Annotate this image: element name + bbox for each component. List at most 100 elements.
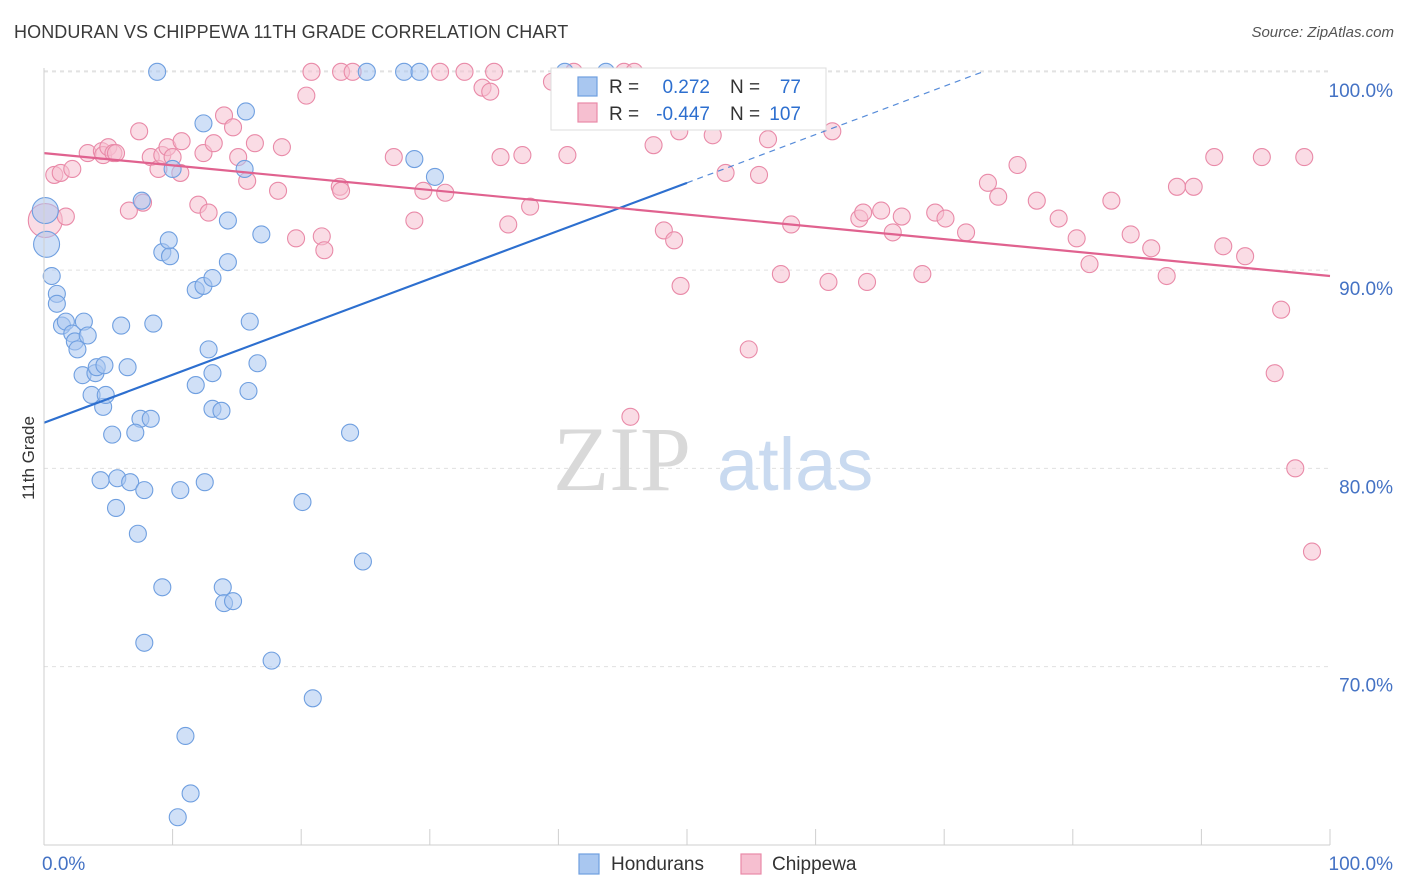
point-chippewa: [332, 181, 351, 200]
point-chippewa: [989, 187, 1008, 206]
point-chippewa: [431, 62, 450, 81]
legend-swatch-hondurans: [578, 853, 600, 875]
point-hondurans: [425, 167, 444, 186]
point-chippewa: [455, 62, 474, 81]
point-hondurans: [218, 211, 237, 230]
point-chippewa: [1236, 247, 1255, 266]
point-chippewa: [1265, 364, 1284, 383]
point-hondurans: [42, 266, 61, 286]
point-chippewa: [315, 241, 334, 260]
point-chippewa: [481, 82, 500, 101]
stats-r-value-hondurans: 0.272: [662, 77, 710, 98]
point-hondurans: [240, 312, 259, 331]
point-hondurans: [223, 592, 243, 611]
point-chippewa: [978, 173, 997, 192]
legend-swatch-chippewa: [740, 853, 762, 875]
point-hondurans: [195, 473, 214, 492]
point-hondurans: [78, 326, 97, 345]
point-chippewa: [665, 231, 684, 250]
point-hondurans: [163, 159, 182, 179]
point-hondurans: [181, 784, 200, 803]
point-hondurans: [395, 62, 414, 81]
point-chippewa: [521, 197, 540, 216]
point-chippewa: [1102, 191, 1121, 210]
point-chippewa: [758, 130, 778, 149]
point-chippewa: [485, 62, 504, 81]
point-chippewa: [1080, 255, 1099, 274]
point-hondurans: [203, 364, 222, 383]
point-hondurans: [303, 689, 322, 708]
point-chippewa: [1067, 229, 1086, 248]
point-chippewa: [854, 203, 873, 222]
point-hondurans: [135, 481, 154, 500]
point-chippewa: [957, 223, 976, 242]
trend-layer: [43, 71, 1331, 424]
point-chippewa: [56, 207, 75, 226]
point-chippewa: [739, 340, 758, 359]
point-chippewa: [716, 163, 735, 182]
point-chippewa: [621, 407, 640, 426]
point-hondurans: [95, 356, 114, 375]
point-hondurans: [144, 314, 163, 333]
point-chippewa: [302, 62, 321, 81]
point-chippewa: [749, 165, 769, 184]
point-chippewa: [819, 272, 838, 292]
point-chippewa: [130, 122, 149, 141]
point-chippewa: [1049, 209, 1068, 228]
point-chippewa: [913, 264, 932, 284]
point-hondurans: [132, 191, 151, 210]
point-hondurans: [33, 230, 61, 258]
point-chippewa: [1167, 177, 1187, 196]
point-hondurans: [176, 726, 195, 746]
point-chippewa: [1121, 225, 1140, 244]
point-chippewa: [269, 181, 288, 200]
stats-legend: R = 0.272 N = 77 R = -0.447 N = 107: [550, 67, 827, 131]
point-chippewa: [204, 134, 223, 153]
point-hondurans: [126, 423, 145, 442]
point-chippewa: [63, 159, 82, 179]
point-chippewa: [384, 148, 403, 167]
point-hondurans: [91, 471, 110, 490]
point-hondurans: [31, 197, 59, 225]
point-chippewa: [1184, 177, 1203, 196]
point-hondurans: [171, 481, 190, 500]
point-hondurans: [153, 578, 172, 597]
point-chippewa: [1008, 155, 1027, 175]
point-chippewa: [857, 272, 877, 292]
point-hondurans: [203, 268, 222, 288]
stats-n-value-chippewa: 107: [769, 104, 801, 125]
point-chippewa: [1272, 300, 1291, 319]
point-chippewa: [172, 132, 191, 151]
point-hondurans: [103, 425, 122, 444]
point-chippewa: [1302, 542, 1322, 561]
point-chippewa: [119, 201, 138, 220]
y-tick-label: 100.0%: [1329, 81, 1394, 102]
point-chippewa: [513, 146, 532, 165]
point-chippewa: [558, 146, 577, 165]
point-hondurans: [135, 633, 154, 652]
point-chippewa: [272, 138, 291, 157]
point-chippewa: [1027, 191, 1046, 210]
point-hondurans: [262, 651, 281, 670]
point-chippewa: [297, 86, 316, 105]
point-hondurans: [68, 340, 87, 359]
point-chippewa: [1252, 148, 1271, 167]
stats-swatch-chippewa: [577, 102, 598, 123]
point-chippewa: [106, 144, 126, 163]
legend-label-hondurans: Hondurans: [611, 854, 704, 875]
point-hondurans: [341, 423, 360, 442]
point-hondurans: [159, 231, 178, 250]
y-axis-title: 11th Grade: [19, 416, 38, 500]
trend-line-chippewa: [43, 152, 1331, 278]
point-chippewa: [1205, 148, 1224, 167]
point-chippewa: [892, 207, 911, 226]
stats-r-value-chippewa: -0.447: [656, 104, 710, 125]
point-hondurans: [121, 473, 140, 492]
trend-extension-hondurans: [686, 71, 983, 184]
point-chippewa: [199, 203, 218, 222]
axes-layer: 70.0% 80.0% 90.0% 100.0% 0.0% 100.0%: [42, 68, 1393, 875]
point-hondurans: [148, 62, 167, 81]
point-hondurans: [236, 102, 255, 121]
point-chippewa: [1295, 148, 1314, 167]
